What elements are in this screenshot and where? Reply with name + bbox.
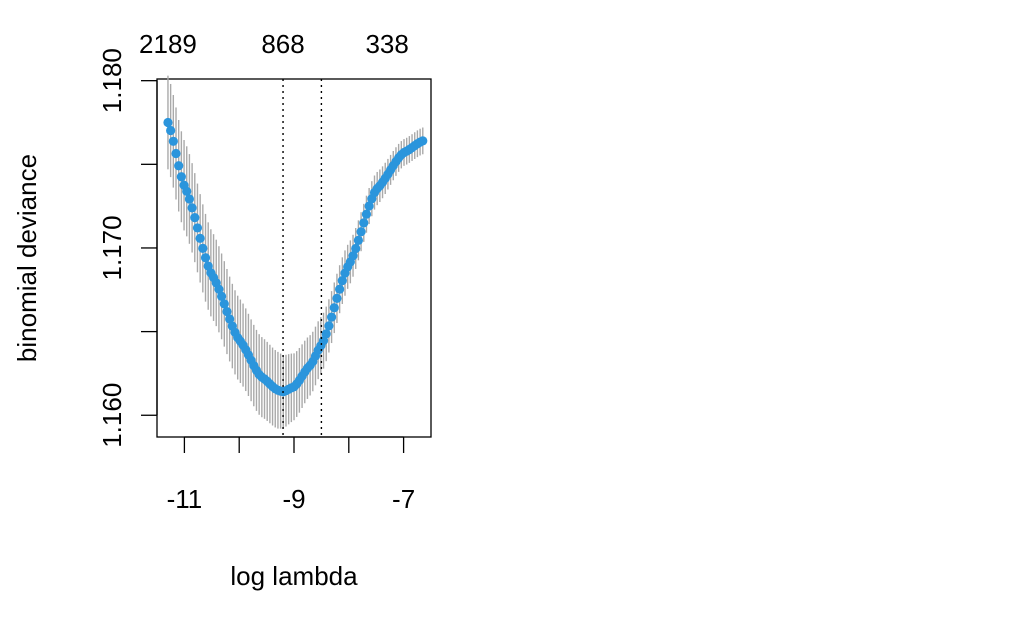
data-point <box>351 243 361 254</box>
data-point <box>219 299 229 309</box>
data-point <box>190 213 200 223</box>
data-point <box>321 329 331 339</box>
x-axis-label: log lambda <box>230 561 358 591</box>
data-point <box>364 201 374 211</box>
data-point <box>329 303 339 313</box>
x-tick-label: -7 <box>392 484 415 514</box>
data-point <box>326 312 337 322</box>
data-point <box>168 136 178 146</box>
data-point <box>337 276 347 286</box>
data-point <box>192 223 203 233</box>
top-axis-label: 2189 <box>139 29 197 59</box>
data-point <box>187 203 197 213</box>
data-point <box>166 125 176 136</box>
data-point <box>214 284 224 294</box>
top-axis-label: 338 <box>365 29 408 59</box>
error-bars <box>167 75 424 429</box>
top-axis-label: 868 <box>261 29 304 59</box>
data-point <box>361 209 372 219</box>
data-point <box>359 218 369 228</box>
data-point <box>324 321 334 331</box>
data-point <box>418 136 428 146</box>
y-axis-label: binomial deviance <box>12 154 42 362</box>
data-point <box>198 243 208 253</box>
data-point <box>171 148 181 159</box>
data-point <box>332 293 342 303</box>
data-point <box>348 251 358 261</box>
data-point <box>195 233 205 243</box>
data-points <box>163 117 428 397</box>
data-point <box>217 291 227 301</box>
data-point <box>222 306 232 317</box>
x-axis: -11 -9 -7 <box>167 436 415 514</box>
data-point <box>163 117 173 128</box>
data-point <box>200 253 211 263</box>
data-point <box>174 161 184 171</box>
top-axis: 2189 868 338 <box>139 29 409 59</box>
x-tick-label: -9 <box>282 484 305 514</box>
data-point <box>184 194 195 204</box>
data-point <box>182 186 192 196</box>
data-point <box>335 284 345 294</box>
data-point <box>176 172 186 182</box>
y-tick-label: 1.180 <box>97 48 127 113</box>
y-tick-label: 1.170 <box>97 215 127 280</box>
y-axis: 1.160 1.170 1.180 <box>97 48 158 448</box>
data-point <box>356 227 366 237</box>
x-tick-label: -11 <box>167 484 203 514</box>
y-tick-label: 1.160 <box>97 383 127 448</box>
data-point <box>225 314 235 324</box>
data-point <box>353 235 364 245</box>
